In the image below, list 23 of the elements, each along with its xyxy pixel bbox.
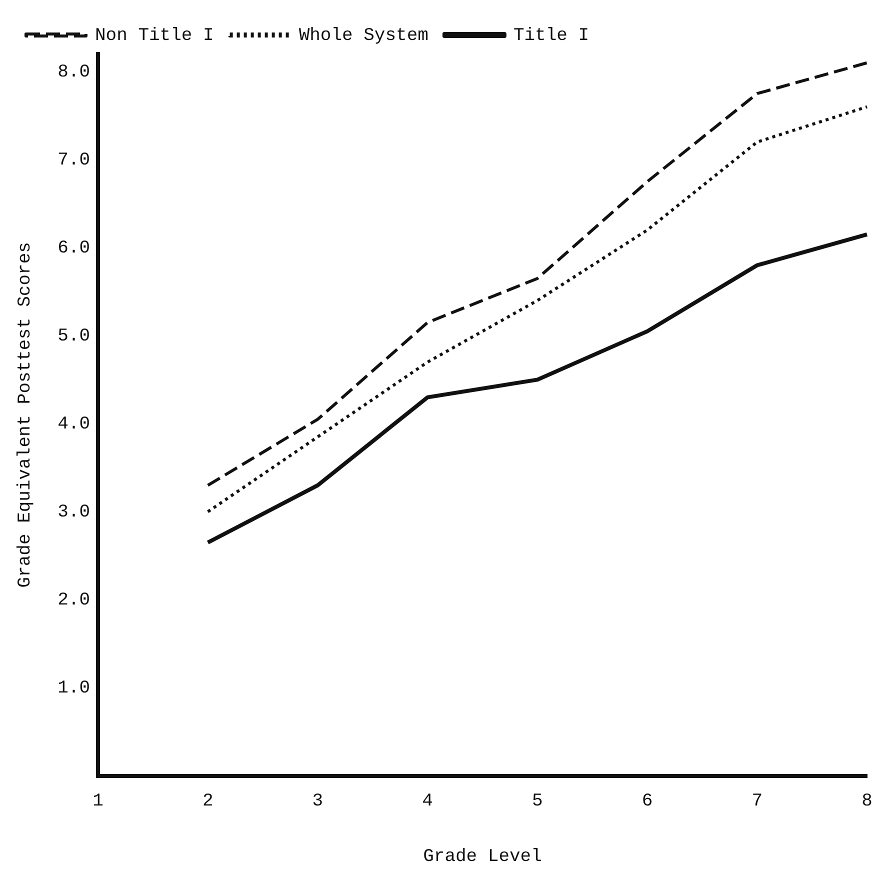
y-tick-label: 2.0 [58, 590, 90, 611]
legend-label: Whole System [298, 26, 428, 46]
x-tick-label: 1 [92, 791, 104, 812]
x-tick-label: 2 [202, 791, 214, 812]
x-tick-label: 7 [752, 791, 763, 812]
x-tick-label: 5 [532, 791, 543, 812]
x-tick-label: 4 [422, 791, 433, 812]
line-series [206, 61, 868, 487]
legend-label: Title I [513, 26, 590, 46]
x-tick-label: 6 [642, 791, 653, 812]
legend-label: Non Title I [95, 26, 214, 46]
y-tick-label: 3.0 [58, 502, 90, 522]
y-tick-label: 1.0 [58, 678, 90, 699]
x-tick-label: 3 [312, 791, 324, 812]
line-series [206, 105, 868, 514]
y-tick-label: 6.0 [58, 238, 90, 258]
y-tick-label: 7.0 [58, 150, 90, 170]
y-tick-label: 4.0 [58, 414, 90, 434]
y-tick-label: 8.0 [58, 62, 90, 82]
y-axis-title: Grade Equivalent Posttest Scores [16, 242, 36, 588]
x-tick-label: 8 [862, 791, 872, 812]
y-tick-label: 5.0 [58, 326, 90, 346]
x-axis-title: Grade Level [423, 846, 542, 867]
